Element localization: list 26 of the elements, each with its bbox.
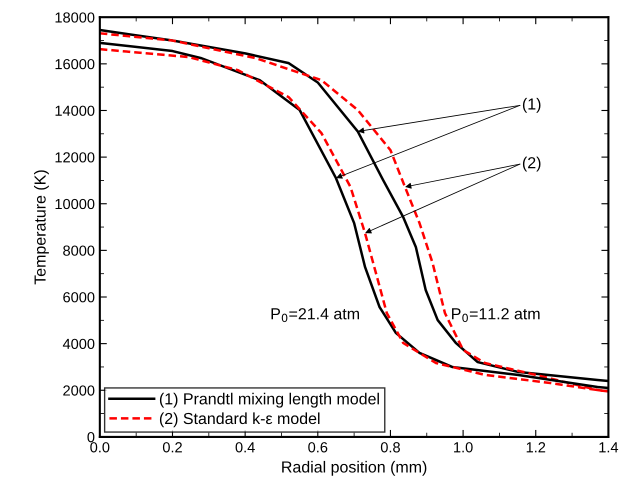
x-tick-label: 0.2 [162,442,182,452]
y-tick-label: 18000 [56,12,94,23]
x-tick-label: 0.8 [380,442,400,452]
y-tick-label: 6000 [63,292,94,302]
y-axis-title: Temperature (K) [34,170,49,284]
y-tick-label: 2000 [63,385,94,396]
annotation: (1) [522,98,540,113]
x-tick-label: 0.4 [236,442,255,452]
x-axis-title: Radial position (mm) [282,460,426,476]
legend-label: (1) Prandtl mixing length model [160,392,379,408]
y-tick-label: 0 [87,432,94,442]
y-tick-label: 16000 [56,58,94,70]
annotation: P$_{0}$=21.4 atm [272,308,359,322]
y-tick-label: 10000 [56,198,94,210]
annotation: P$_{0}$=11.2 atm [452,308,540,322]
x-tick-label: 0.6 [308,442,328,452]
y-tick-label: 4000 [62,338,94,350]
x-tick-label: 1.4 [599,442,618,452]
y-tick-label: 8000 [63,245,94,256]
legend-label: (2) Standard k-ε model [160,412,320,428]
y-tick-label: 12000 [56,152,94,163]
x-tick-label: 0.0 [90,442,110,452]
annotation: (2) [522,156,540,172]
x-tick-label: 1.0 [454,442,473,452]
y-tick-label: 14000 [56,106,94,116]
x-tick-label: 1.2 [526,442,546,452]
